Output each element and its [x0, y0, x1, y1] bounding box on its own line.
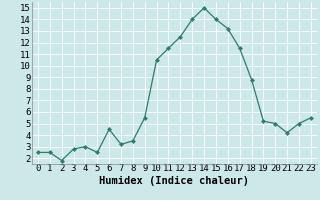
- X-axis label: Humidex (Indice chaleur): Humidex (Indice chaleur): [100, 176, 249, 186]
